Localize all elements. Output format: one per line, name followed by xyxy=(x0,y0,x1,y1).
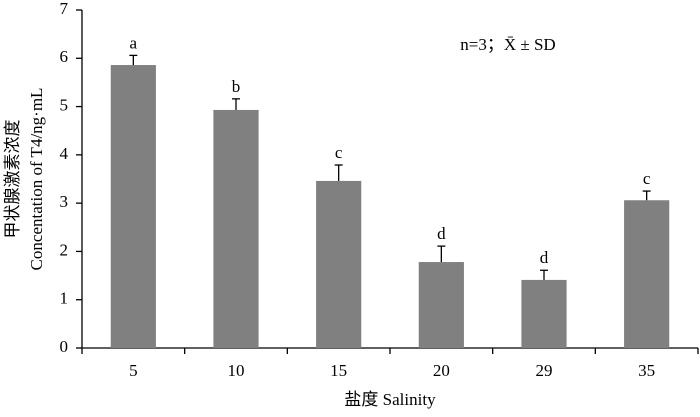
y-tick-label: 0 xyxy=(60,337,69,356)
significance-letter: b xyxy=(232,77,241,96)
bar xyxy=(316,180,362,348)
x-tick-label: 35 xyxy=(638,361,655,380)
bar xyxy=(521,279,567,348)
y-tick-label: 3 xyxy=(60,192,69,211)
y-tick-label: 6 xyxy=(60,47,69,66)
y-tick-label: 2 xyxy=(60,240,69,259)
x-tick-label: 5 xyxy=(129,361,138,380)
bar xyxy=(624,200,670,348)
significance-letter: d xyxy=(540,248,549,267)
y-tick-label: 4 xyxy=(60,144,69,163)
bar xyxy=(418,262,464,348)
y-tick-label: 7 xyxy=(60,0,69,18)
significance-letter: c xyxy=(643,169,651,188)
significance-letter: a xyxy=(130,33,138,52)
x-tick-label: 10 xyxy=(228,361,245,380)
y-tick-label: 1 xyxy=(60,289,69,308)
y-axis-label: Concentation of T4/ng·mL xyxy=(27,88,46,271)
x-tick-label: 29 xyxy=(536,361,553,380)
significance-letter: c xyxy=(335,143,343,162)
x-tick-label: 20 xyxy=(433,361,450,380)
y-tick-label: 5 xyxy=(60,95,69,114)
significance-letter: d xyxy=(437,224,446,243)
bar xyxy=(110,65,156,348)
annotation: n=3；X̄ ± SD xyxy=(460,35,555,54)
x-tick-label: 15 xyxy=(330,361,347,380)
y-axis-label-cn: 甲状腺激素浓度 xyxy=(3,120,22,239)
x-axis-label: 盐度 Salinity xyxy=(344,390,436,409)
bar xyxy=(213,109,259,348)
